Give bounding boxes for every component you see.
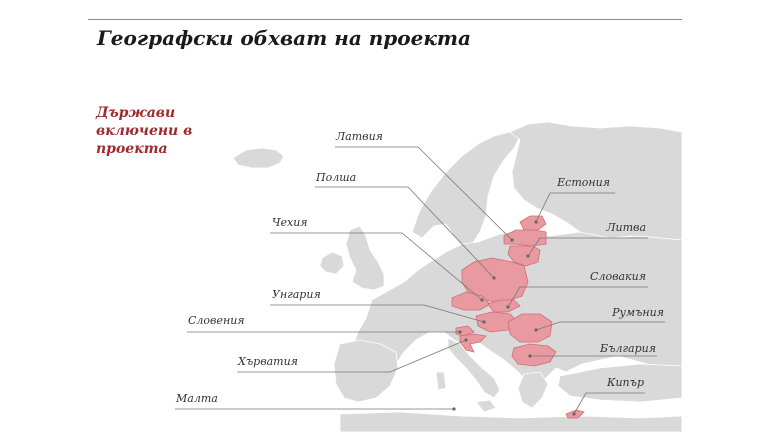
land-ireland [319,251,345,275]
leader-latvia [335,146,513,241]
dot-romania [534,328,538,332]
dot-cyprus [572,412,576,416]
dot-lithuania [526,254,530,258]
land-britain [345,225,385,291]
dot-slovakia [506,305,510,309]
dot-malta [452,407,456,411]
dot-bulgaria [528,354,532,358]
land-italy [447,337,501,399]
label-latvia: Латвия [335,130,383,143]
dot-slovenia [458,330,462,334]
title-rule [88,19,682,20]
country-poland [461,257,529,303]
map-subtitle: Държави включени в проекта [96,104,216,158]
label-estonia: Естония [556,176,610,189]
label-czechia: Чехия [272,216,308,229]
label-hungary: Унгария [272,288,321,301]
leader-romania [535,321,665,331]
subtitle-line-3: проекта [96,141,168,157]
leader-poland [315,186,495,279]
land-north-africa [339,411,683,432]
country-estonia [519,215,547,231]
leader-croatia [237,339,467,373]
land-scandinavia [411,131,521,247]
subtitle-line-1: Държави [96,105,176,121]
country-bulgaria [511,343,557,367]
dot-croatia [464,338,468,342]
label-malta: Малта [175,392,218,405]
leader-czechia [270,232,483,301]
country-labels: Латвия Естония Полша Литва Чехия Словаки… [175,130,664,405]
leader-estonia [535,192,615,223]
leader-lines [175,146,665,415]
label-slovenia: Словения [188,314,245,327]
label-poland: Полша [315,171,356,184]
country-lithuania [507,245,541,267]
land-turkey [557,363,683,403]
leader-cyprus [573,392,645,415]
leader-hungary [270,304,485,323]
page-title: Географски обхват на проекта [97,26,471,50]
land-iceland [232,147,285,169]
country-latvia [503,229,547,247]
leader-slovakia [507,286,648,308]
label-slovakia: Словакия [590,270,646,283]
label-croatia: Хърватия [237,355,298,368]
subtitle-line-2: включени в [96,123,193,139]
dot-estonia [534,220,538,224]
land-iberia [333,339,399,403]
land-greece [517,371,549,409]
label-cyprus: Кипър [606,376,644,389]
label-bulgaria: България [599,342,656,355]
country-czechia [451,291,491,311]
dot-poland [492,276,496,280]
label-lithuania: Литва [605,221,646,234]
dot-latvia [510,238,514,242]
land-base [232,121,683,432]
label-romania: Румъния [611,306,664,319]
country-romania [507,313,553,343]
land-sardinia [435,371,447,391]
dot-czechia [480,298,484,302]
leader-dots [452,220,576,416]
land-sicily [475,399,497,413]
dot-hungary [482,320,486,324]
leader-lithuania [527,237,648,257]
